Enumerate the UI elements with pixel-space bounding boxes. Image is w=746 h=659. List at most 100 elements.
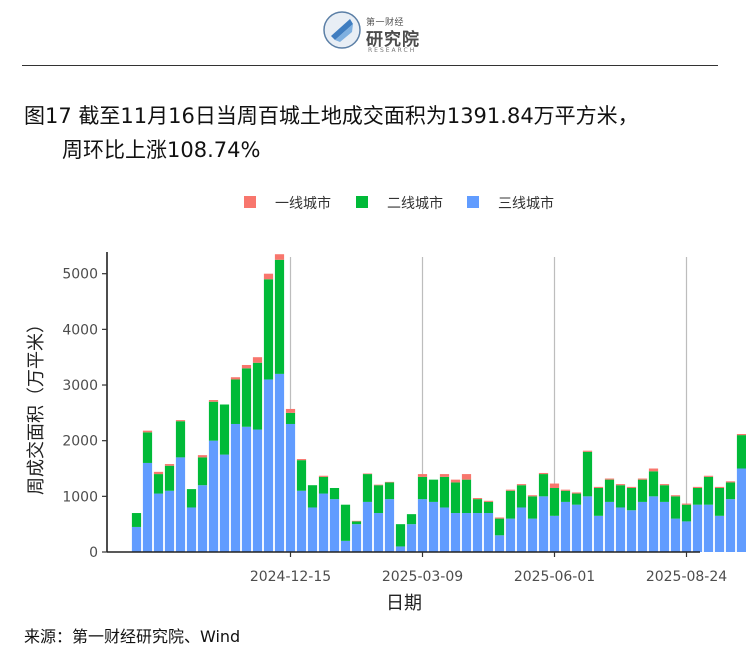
tier3-bar (714, 515, 725, 552)
tier2-bar (340, 504, 351, 541)
tier1-bar (384, 481, 395, 483)
tier3-bar (153, 493, 164, 552)
tier3-bar (296, 490, 307, 552)
tier3-bar (450, 513, 461, 552)
logo-icon (323, 11, 361, 49)
source-note: 来源：第一财经研究院、Wind (24, 627, 241, 646)
tier3-bar (395, 546, 406, 552)
tier3-bar (164, 490, 175, 552)
tier1-bar (494, 517, 505, 519)
tier1-bar (736, 434, 746, 436)
y-tick-label: 1000 (62, 489, 98, 505)
tier1-bar (450, 479, 461, 483)
tier2-bar (604, 479, 615, 502)
tier2-bar (329, 487, 340, 500)
tier3-bar (736, 468, 746, 552)
tier3-bar (505, 518, 516, 552)
tier3-bar (549, 515, 560, 552)
tier2-bar (483, 501, 494, 514)
tier2-bar (703, 476, 714, 505)
bar-group (131, 254, 746, 552)
tier2-bar (362, 474, 373, 502)
tier1-bar (527, 495, 538, 497)
header-divider (22, 65, 718, 66)
tier2-bar (164, 465, 175, 491)
tier1-bar (560, 489, 571, 491)
tier3-bar (483, 513, 494, 552)
tier2-bar (549, 487, 560, 516)
tier1-bar (142, 430, 153, 433)
tier2-bar (648, 471, 659, 497)
tier2-bar (274, 259, 285, 374)
y-tick-label: 0 (89, 545, 98, 561)
tier3-bar (593, 515, 604, 552)
tier2-bar (406, 514, 417, 525)
tier2-bar (659, 485, 670, 502)
tier1-bar (538, 472, 549, 475)
tier1-bar (648, 468, 659, 472)
tier2-bar (318, 476, 329, 494)
tier3-bar (637, 501, 648, 552)
tier3-bar (142, 462, 153, 552)
tier2-bar (593, 487, 604, 516)
tier1-bar (692, 486, 703, 488)
tier3-bar (472, 513, 483, 552)
legend-label-1: 一线城市 (275, 195, 331, 212)
tier1-bar (472, 498, 483, 500)
tier1-bar (593, 486, 604, 488)
tier3-bar (626, 510, 637, 552)
tier2-bar (208, 401, 219, 441)
tier1-bar (241, 364, 252, 369)
legend: 一线城市 二线城市 三线城市 (244, 195, 554, 212)
tier3-bar (527, 518, 538, 552)
legend-swatch-2 (356, 196, 368, 208)
tier1-bar (516, 484, 527, 486)
y-tick-label: 2000 (62, 434, 98, 450)
tier1-bar (263, 273, 274, 280)
tier1-bar (703, 475, 714, 477)
tier2-bar (131, 513, 142, 527)
tier2-bar (527, 496, 538, 519)
tier3-bar (197, 485, 208, 552)
tier3-bar (230, 423, 241, 552)
tier3-bar (648, 496, 659, 552)
tier3-bar (659, 501, 670, 552)
tier2-bar (186, 489, 197, 508)
x-tick-label: 2024-12-15 (250, 569, 331, 585)
tier3-bar (186, 507, 197, 552)
tier2-bar (505, 490, 516, 519)
tier1-bar (670, 495, 681, 497)
tier3-bar (384, 499, 395, 552)
tier1-bar (681, 503, 692, 505)
y-tick-label: 3000 (62, 378, 98, 394)
tier3-bar (252, 429, 263, 552)
tier2-bar (263, 279, 274, 380)
tier1-bar (373, 484, 384, 486)
tier1-bar (230, 377, 241, 380)
tier2-bar (351, 521, 362, 525)
tier1-bar (362, 473, 373, 475)
tier2-bar (230, 379, 241, 424)
logo-main-text: 研究院 (366, 30, 420, 50)
tier3-bar (428, 501, 439, 552)
tier3-bar (329, 499, 340, 552)
tier1-bar (714, 486, 725, 488)
tier3-bar (681, 521, 692, 552)
tier1-bar (549, 483, 560, 488)
tier2-bar (219, 404, 230, 455)
tier3-bar (538, 496, 549, 552)
tier2-bar (681, 504, 692, 522)
tier1-bar (208, 400, 219, 402)
tier1-bar (483, 500, 494, 502)
tier1-bar (604, 478, 615, 480)
y-tick-label: 5000 (62, 267, 98, 283)
tier1-bar (296, 459, 307, 461)
tier2-bar (472, 499, 483, 514)
tier3-bar (516, 507, 527, 552)
y-tick-label: 4000 (62, 322, 98, 338)
tier1-bar (318, 475, 329, 477)
tier1-bar (582, 450, 593, 452)
tier3-bar (373, 513, 384, 552)
tier3-bar (208, 440, 219, 552)
